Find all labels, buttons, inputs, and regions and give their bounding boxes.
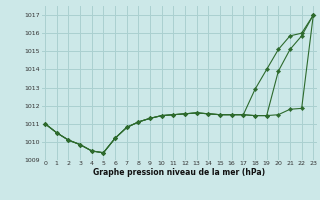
X-axis label: Graphe pression niveau de la mer (hPa): Graphe pression niveau de la mer (hPa)	[93, 168, 265, 177]
